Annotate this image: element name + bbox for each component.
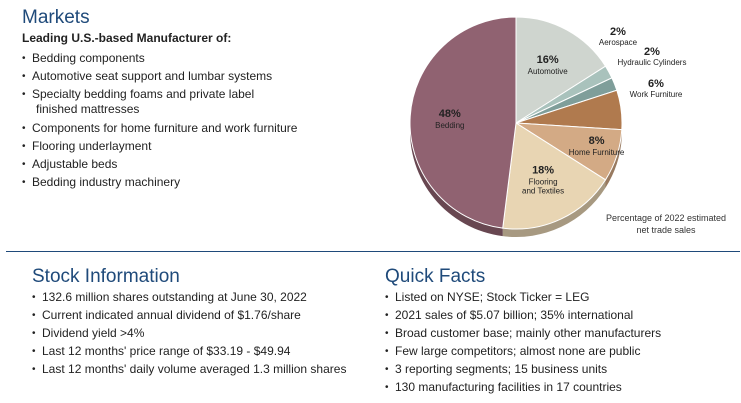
pie-slices — [409, 16, 623, 230]
pie-label-automotive-value: 16% — [537, 54, 559, 66]
pie-label-hydraulic-cylinders-value: 2% — [644, 46, 660, 58]
pie-label-work-furniture-value: 6% — [648, 78, 664, 90]
quick-facts-item: 2021 sales of $5.07 billion; 35% interna… — [385, 308, 735, 323]
pie-slice-automotive — [515, 16, 607, 124]
pie-label-work-furniture-text: Work Furniture — [630, 90, 683, 99]
markets-item: Components for home furniture and work f… — [22, 121, 322, 136]
pie-label-automotive-text: Automotive — [528, 67, 569, 76]
pie-label-flooring-and-textiles-text: Flooring — [529, 178, 558, 187]
markets-item: Specialty bedding foams and private labe… — [22, 87, 322, 102]
stock-info-item: 132.6 million shares outstanding at June… — [32, 290, 372, 305]
markets-item: Automotive seat support and lumbar syste… — [22, 69, 322, 84]
quick-facts-title: Quick Facts — [385, 266, 486, 287]
pie-label-bedding-text: Bedding — [435, 121, 464, 130]
pie-label-home-furniture-value: 8% — [589, 135, 605, 147]
quick-facts-item: 3 reporting segments; 15 business units — [385, 362, 735, 377]
pie-label-home-furniture-text: Home Furniture — [569, 148, 625, 157]
markets-subtitle: Leading U.S.-based Manufacturer of: — [22, 31, 232, 45]
markets-item: Bedding industry machinery — [22, 175, 322, 190]
quick-facts-item: 130 manufacturing facilities in 17 count… — [385, 380, 735, 395]
pie-label-flooring-and-textiles-value: 18% — [532, 165, 554, 177]
quick-facts-item: Broad customer base; mainly other manufa… — [385, 326, 735, 341]
pie-label-aerospace-value: 2% — [610, 26, 626, 38]
markets-item: Flooring underlayment — [22, 139, 322, 154]
chart-caption-line: Percentage of 2022 estimated — [605, 213, 727, 223]
pie-slice-flooring-and-textiles — [502, 122, 607, 230]
pie-label-aerospace-text: Aerospace — [599, 38, 638, 47]
chart-caption-line: net trade sales — [636, 225, 696, 235]
pie-label-flooring-and-textiles-text: and Textiles — [522, 187, 564, 196]
section-divider — [6, 251, 740, 252]
stock-info-item: Dividend yield >4% — [32, 326, 372, 341]
quick-facts-item: Listed on NYSE; Stock Ticker = LEG — [385, 290, 735, 305]
stock-info-list: 132.6 million shares outstanding at June… — [32, 290, 372, 380]
markets-list: Bedding components Automotive seat suppo… — [22, 51, 322, 193]
stock-info-title: Stock Information — [32, 266, 180, 287]
quick-facts-item: Few large competitors; almost none are p… — [385, 344, 735, 359]
markets-item: Adjustable beds — [22, 157, 322, 172]
pie-slice-depth — [502, 179, 606, 237]
stock-info-item: Current indicated annual dividend of $1.… — [32, 308, 372, 323]
pie-slice-bedding — [409, 16, 517, 229]
markets-title: Markets — [22, 7, 90, 28]
stock-info-item: Last 12 months' daily volume averaged 1.… — [32, 362, 372, 377]
markets-item-continuation: finished mattresses — [36, 102, 140, 117]
quick-facts-list: Listed on NYSE; Stock Ticker = LEG 2021 … — [385, 290, 735, 399]
markets-item: Bedding components — [22, 51, 322, 66]
chart-caption: Percentage of 2022 estimated net trade s… — [596, 212, 736, 236]
pie-label-hydraulic-cylinders-text: Hydraulic Cylinders — [618, 58, 687, 67]
pie-label-bedding-value: 48% — [439, 108, 461, 120]
stock-info-item: Last 12 months' price range of $33.19 - … — [32, 344, 372, 359]
